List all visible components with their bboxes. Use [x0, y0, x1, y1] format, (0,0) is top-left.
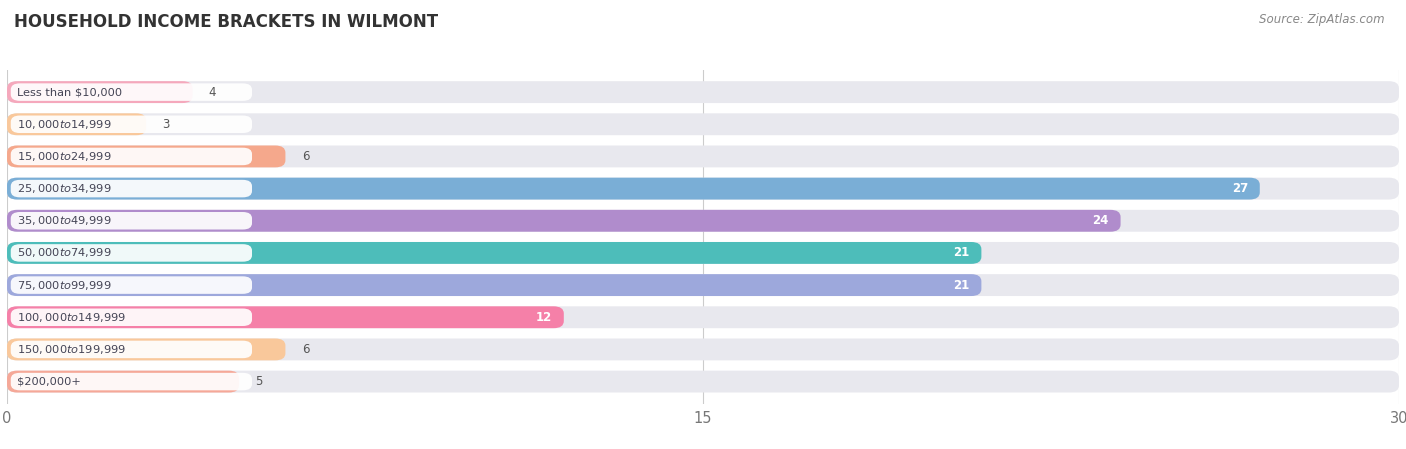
FancyBboxPatch shape: [7, 210, 1121, 232]
Text: 24: 24: [1092, 214, 1109, 227]
Text: $50,000 to $74,999: $50,000 to $74,999: [17, 247, 111, 260]
FancyBboxPatch shape: [11, 373, 252, 390]
FancyBboxPatch shape: [7, 371, 239, 392]
FancyBboxPatch shape: [11, 276, 252, 294]
FancyBboxPatch shape: [7, 113, 1399, 135]
FancyBboxPatch shape: [11, 148, 252, 165]
FancyBboxPatch shape: [7, 306, 1399, 328]
FancyBboxPatch shape: [7, 339, 285, 361]
Text: $25,000 to $34,999: $25,000 to $34,999: [17, 182, 111, 195]
Text: Source: ZipAtlas.com: Source: ZipAtlas.com: [1260, 13, 1385, 26]
FancyBboxPatch shape: [11, 308, 252, 326]
Text: HOUSEHOLD INCOME BRACKETS IN WILMONT: HOUSEHOLD INCOME BRACKETS IN WILMONT: [14, 13, 439, 31]
FancyBboxPatch shape: [7, 145, 1399, 167]
FancyBboxPatch shape: [7, 339, 1399, 361]
FancyBboxPatch shape: [7, 274, 981, 296]
FancyBboxPatch shape: [7, 81, 193, 103]
Text: $15,000 to $24,999: $15,000 to $24,999: [17, 150, 111, 163]
Text: $150,000 to $199,999: $150,000 to $199,999: [17, 343, 127, 356]
Text: 21: 21: [953, 247, 970, 260]
FancyBboxPatch shape: [11, 115, 252, 133]
FancyBboxPatch shape: [7, 178, 1260, 199]
FancyBboxPatch shape: [7, 145, 285, 167]
FancyBboxPatch shape: [11, 341, 252, 358]
FancyBboxPatch shape: [11, 212, 252, 229]
FancyBboxPatch shape: [7, 113, 146, 135]
FancyBboxPatch shape: [7, 81, 1399, 103]
FancyBboxPatch shape: [11, 180, 252, 198]
Text: 12: 12: [536, 311, 553, 324]
FancyBboxPatch shape: [11, 244, 252, 262]
Text: 6: 6: [302, 343, 309, 356]
FancyBboxPatch shape: [7, 242, 981, 264]
Text: $75,000 to $99,999: $75,000 to $99,999: [17, 278, 111, 291]
Text: $10,000 to $14,999: $10,000 to $14,999: [17, 118, 111, 131]
Text: 4: 4: [209, 86, 217, 99]
Text: 3: 3: [163, 118, 170, 131]
Text: $100,000 to $149,999: $100,000 to $149,999: [17, 311, 127, 324]
Text: $35,000 to $49,999: $35,000 to $49,999: [17, 214, 111, 227]
Text: $200,000+: $200,000+: [17, 377, 82, 387]
FancyBboxPatch shape: [7, 274, 1399, 296]
Text: 27: 27: [1232, 182, 1249, 195]
FancyBboxPatch shape: [7, 371, 1399, 392]
FancyBboxPatch shape: [11, 84, 252, 101]
FancyBboxPatch shape: [7, 178, 1399, 199]
FancyBboxPatch shape: [7, 210, 1399, 232]
Text: Less than $10,000: Less than $10,000: [17, 87, 122, 97]
FancyBboxPatch shape: [7, 242, 1399, 264]
Text: 5: 5: [256, 375, 263, 388]
Text: 21: 21: [953, 278, 970, 291]
FancyBboxPatch shape: [7, 306, 564, 328]
Text: 6: 6: [302, 150, 309, 163]
